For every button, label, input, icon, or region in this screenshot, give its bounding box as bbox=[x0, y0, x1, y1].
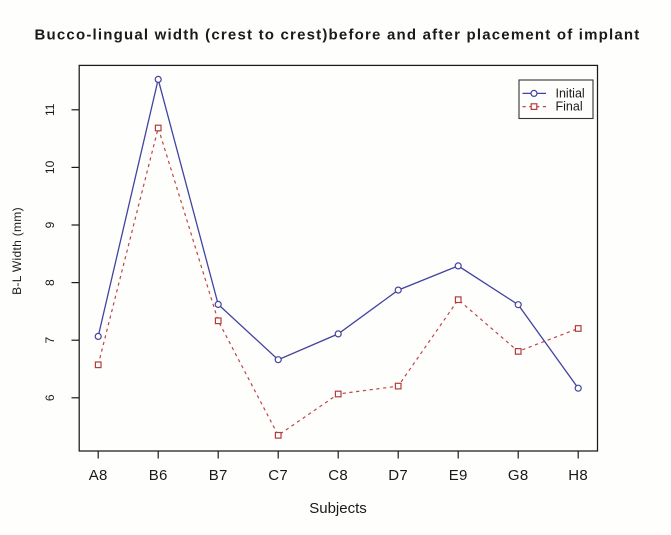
svg-text:H8: H8 bbox=[568, 467, 588, 484]
svg-text:B-L Width (mm): B-L Width (mm) bbox=[10, 207, 24, 295]
svg-text:8: 8 bbox=[43, 279, 57, 286]
svg-text:10: 10 bbox=[43, 160, 57, 174]
svg-text:Subjects: Subjects bbox=[309, 500, 367, 517]
svg-text:D7: D7 bbox=[388, 467, 408, 484]
svg-text:C8: C8 bbox=[328, 467, 348, 484]
svg-text:6: 6 bbox=[43, 394, 57, 401]
svg-text:Initial: Initial bbox=[556, 87, 585, 101]
svg-text:C7: C7 bbox=[268, 467, 288, 484]
svg-text:Bucco-lingual width (crest to: Bucco-lingual width (crest to crest)befo… bbox=[34, 27, 640, 44]
svg-text:E9: E9 bbox=[449, 467, 468, 484]
svg-text:B6: B6 bbox=[149, 467, 168, 484]
svg-text:7: 7 bbox=[43, 337, 57, 344]
svg-text:9: 9 bbox=[43, 221, 57, 228]
svg-text:B7: B7 bbox=[209, 467, 228, 484]
svg-text:11: 11 bbox=[43, 103, 57, 116]
svg-text:A8: A8 bbox=[89, 467, 108, 484]
svg-text:Final: Final bbox=[556, 100, 583, 114]
svg-text:G8: G8 bbox=[508, 467, 529, 484]
